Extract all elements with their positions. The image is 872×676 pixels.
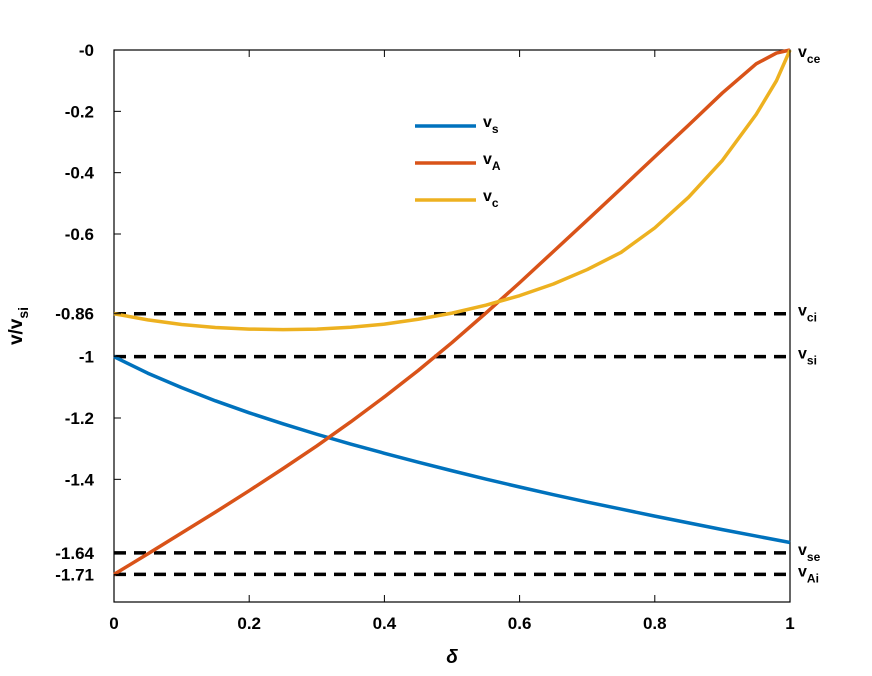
y-tick-label: -1.2 <box>65 409 94 428</box>
y-tick-label: -1.4 <box>65 470 95 489</box>
reference-lines <box>114 311 790 577</box>
legend-label-vA: vA <box>483 151 501 173</box>
series-line-vA <box>113 48 791 576</box>
legend-label-vs-main: v <box>483 114 492 131</box>
x-tick-label: 0.4 <box>373 614 397 633</box>
x-axis: 0 0.2 0.4 0.6 0.8 1 <box>109 50 795 633</box>
y-axis-title-main: v/v <box>6 318 27 345</box>
ref-label-si: vsi <box>798 346 817 368</box>
x-tick-label: 0.6 <box>508 614 532 633</box>
ref-label-se: vse <box>798 542 821 564</box>
x-tick-label: 0 <box>109 614 118 633</box>
ref-label-Ai-sub: Ai <box>807 571 819 585</box>
x-tick-label: 0.2 <box>237 614 261 633</box>
ref-label-ci-main: v <box>798 303 807 320</box>
ref-label-ci: vci <box>798 303 817 325</box>
ref-label-se-main: v <box>798 542 807 559</box>
series-line-vc <box>113 49 792 332</box>
legend-label-vA-main: v <box>483 151 492 168</box>
y-axis-title: v/vsi <box>6 307 31 345</box>
legend-label-vc-main: v <box>483 188 492 205</box>
y-tick-label: -1 <box>79 348 94 367</box>
y-axis: -0 -0.2 -0.4 -0.6 -0.86 -1 -1.2 -1.4 -1.64 -1.71 <box>55 41 121 584</box>
x-tick-label: 0.8 <box>643 614 667 633</box>
y-tick-label: -0.86 <box>55 305 94 324</box>
ref-label-Ai-main: v <box>798 563 807 580</box>
x-tick-label: 1 <box>785 614 794 633</box>
legend-label-vs: vs <box>483 114 499 136</box>
y-axis-title-sub: si <box>15 307 31 319</box>
series-lines <box>113 48 792 576</box>
legend-label-vs-sub: s <box>492 122 499 136</box>
series-line-vs <box>113 355 791 545</box>
y-tick-label: -0 <box>79 41 94 60</box>
ref-label-ci-sub: ci <box>807 311 817 325</box>
ref-label-se-sub: se <box>807 550 821 564</box>
ref-label-si-sub: si <box>807 354 817 368</box>
legend-label-vc-sub: c <box>492 196 499 210</box>
plot-border <box>113 49 791 603</box>
y-tick-label: -1.64 <box>55 544 94 563</box>
x-axis-title: δ <box>446 647 458 668</box>
ref-label-si-main: v <box>798 346 807 363</box>
y-tick-label: -0.2 <box>65 102 94 121</box>
ref-label-ce-sub: ce <box>807 52 821 66</box>
legend-label-vA-sub: A <box>492 159 501 173</box>
ref-label-ce: vce <box>798 44 821 66</box>
legend-label-vc: vc <box>483 188 499 210</box>
y-tick-label: -0.6 <box>65 225 94 244</box>
y-tick-label: -1.71 <box>55 565 94 584</box>
y-tick-label: -0.4 <box>65 164 95 183</box>
plot-area <box>113 49 791 603</box>
ref-label-ce-main: v <box>798 44 807 61</box>
ref-label-Ai: vAi <box>798 563 819 585</box>
